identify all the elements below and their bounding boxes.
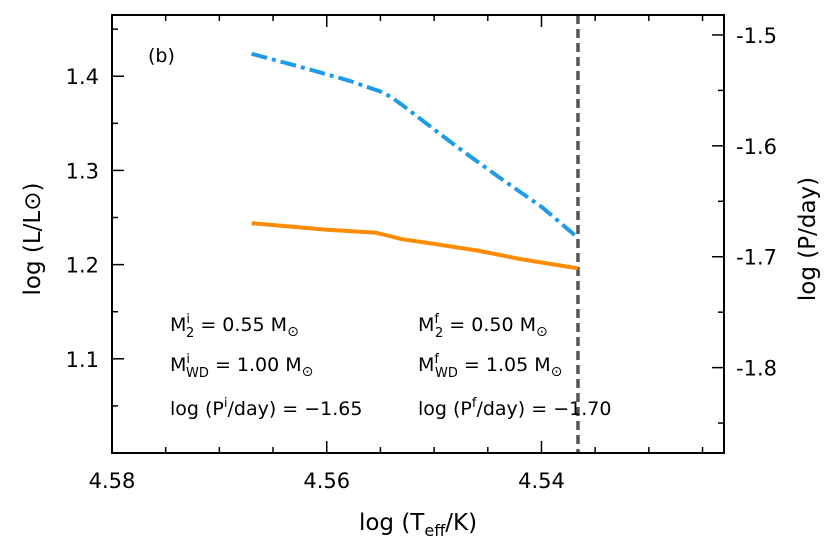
panel-label: (b) xyxy=(148,45,175,67)
y-right-tick-label: -1.6 xyxy=(736,135,777,159)
annotation-left-0: Mi 2 = 0.55 M⊙ xyxy=(170,312,299,341)
annotation-right-2: log (Pf/day) = −1.70 xyxy=(418,396,611,420)
annotation-right-0: Mf 2 = 0.50 M⊙ xyxy=(418,312,548,341)
annotation-left-1: Mi WD = 1.00 M⊙ xyxy=(170,352,313,381)
x-tick-label: 4.58 xyxy=(89,469,136,493)
y-right-tick-label: -1.7 xyxy=(736,246,777,270)
annotation-left-2: log (Pi/day) = −1.65 xyxy=(170,396,363,420)
series-line-0-left xyxy=(251,221,579,271)
x-tick-label: 4.56 xyxy=(303,469,350,493)
x-tick-label: 4.54 xyxy=(518,469,565,493)
y-left-tick-label: 1.4 xyxy=(66,65,99,89)
series-line-1-right xyxy=(251,51,580,240)
y-left-tick-label: 1.2 xyxy=(66,254,99,278)
annotation-right-1: Mf WD = 1.05 M⊙ xyxy=(418,352,562,381)
plot-frame xyxy=(111,14,725,454)
y-right-axis-title: log (P/day) xyxy=(795,177,821,301)
y-left-tick-label: 1.1 xyxy=(66,348,99,372)
x-axis-title: log (Teff/K) xyxy=(359,510,477,540)
y-left-axis-title: log (L/L⊙) xyxy=(20,183,46,296)
y-right-tick-label: -1.8 xyxy=(736,357,777,381)
y-right-tick-label: -1.5 xyxy=(736,24,777,48)
y-left-tick-label: 1.3 xyxy=(66,159,99,183)
